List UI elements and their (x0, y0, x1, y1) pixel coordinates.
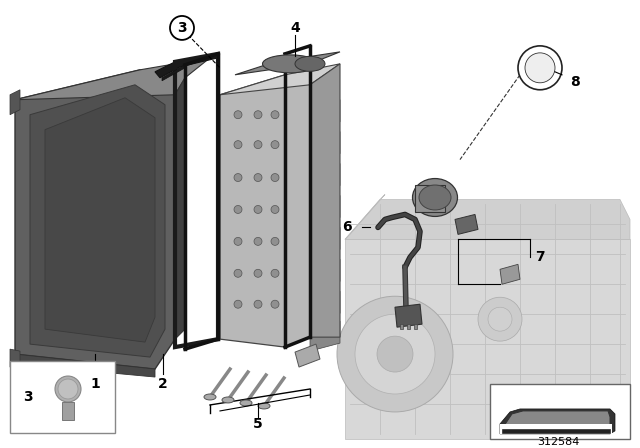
Circle shape (254, 173, 262, 181)
Polygon shape (15, 70, 175, 369)
Polygon shape (155, 54, 218, 78)
Ellipse shape (413, 179, 458, 216)
Circle shape (170, 16, 194, 40)
Ellipse shape (222, 397, 234, 403)
Polygon shape (162, 65, 185, 81)
Text: 7: 7 (535, 250, 545, 264)
Polygon shape (220, 64, 340, 95)
Circle shape (271, 206, 279, 213)
Circle shape (377, 336, 413, 372)
Polygon shape (310, 100, 340, 129)
Circle shape (254, 111, 262, 119)
Polygon shape (455, 215, 478, 234)
Circle shape (234, 237, 242, 246)
Polygon shape (310, 164, 340, 194)
Polygon shape (395, 304, 422, 327)
Ellipse shape (55, 376, 81, 402)
Bar (414, 324, 417, 329)
Text: 3: 3 (177, 21, 187, 35)
Ellipse shape (419, 185, 451, 210)
Polygon shape (310, 195, 340, 225)
Circle shape (254, 237, 262, 246)
Bar (400, 324, 403, 329)
Polygon shape (15, 354, 155, 377)
Polygon shape (310, 321, 340, 351)
Ellipse shape (204, 394, 216, 400)
Polygon shape (345, 199, 630, 239)
Polygon shape (345, 239, 630, 439)
Polygon shape (30, 85, 165, 357)
Circle shape (234, 141, 242, 149)
Polygon shape (175, 78, 185, 339)
Polygon shape (310, 64, 340, 337)
Circle shape (271, 173, 279, 181)
Polygon shape (295, 344, 320, 367)
Bar (502, 429, 610, 433)
Circle shape (234, 269, 242, 277)
Circle shape (525, 53, 555, 83)
Bar (490, 384, 630, 439)
Bar (10, 361, 115, 433)
Polygon shape (15, 58, 210, 100)
Ellipse shape (295, 56, 325, 71)
Circle shape (234, 206, 242, 213)
Polygon shape (235, 52, 340, 75)
Polygon shape (310, 132, 340, 162)
Circle shape (254, 300, 262, 308)
Bar (415, 185, 445, 212)
Polygon shape (45, 98, 155, 342)
Circle shape (234, 111, 242, 119)
Bar (500, 424, 612, 434)
Polygon shape (345, 194, 385, 239)
Circle shape (478, 297, 522, 341)
Circle shape (271, 141, 279, 149)
Ellipse shape (262, 55, 317, 73)
Circle shape (271, 237, 279, 246)
Circle shape (254, 269, 262, 277)
Polygon shape (310, 228, 340, 257)
Text: 5: 5 (253, 417, 263, 431)
Circle shape (271, 111, 279, 119)
Bar (62, 402, 74, 420)
Text: 8: 8 (570, 75, 580, 89)
Polygon shape (502, 411, 610, 429)
Polygon shape (10, 90, 20, 115)
Polygon shape (310, 291, 340, 321)
Circle shape (271, 269, 279, 277)
Circle shape (234, 173, 242, 181)
Circle shape (355, 314, 435, 394)
Polygon shape (310, 259, 340, 289)
Bar (407, 324, 410, 329)
Ellipse shape (258, 403, 270, 409)
Polygon shape (10, 349, 20, 369)
Text: 2: 2 (158, 377, 168, 391)
Circle shape (337, 296, 453, 412)
Text: 3: 3 (23, 390, 33, 404)
Ellipse shape (240, 400, 252, 406)
Circle shape (271, 300, 279, 308)
Text: 4: 4 (290, 21, 300, 35)
Polygon shape (220, 75, 310, 347)
Circle shape (234, 300, 242, 308)
Ellipse shape (58, 379, 78, 399)
Circle shape (488, 307, 512, 331)
Text: 6: 6 (342, 220, 352, 234)
Text: 1: 1 (90, 377, 100, 391)
Polygon shape (500, 264, 520, 284)
Circle shape (254, 206, 262, 213)
Polygon shape (500, 409, 615, 434)
Text: 312584: 312584 (537, 437, 579, 447)
Circle shape (518, 46, 562, 90)
Circle shape (254, 141, 262, 149)
